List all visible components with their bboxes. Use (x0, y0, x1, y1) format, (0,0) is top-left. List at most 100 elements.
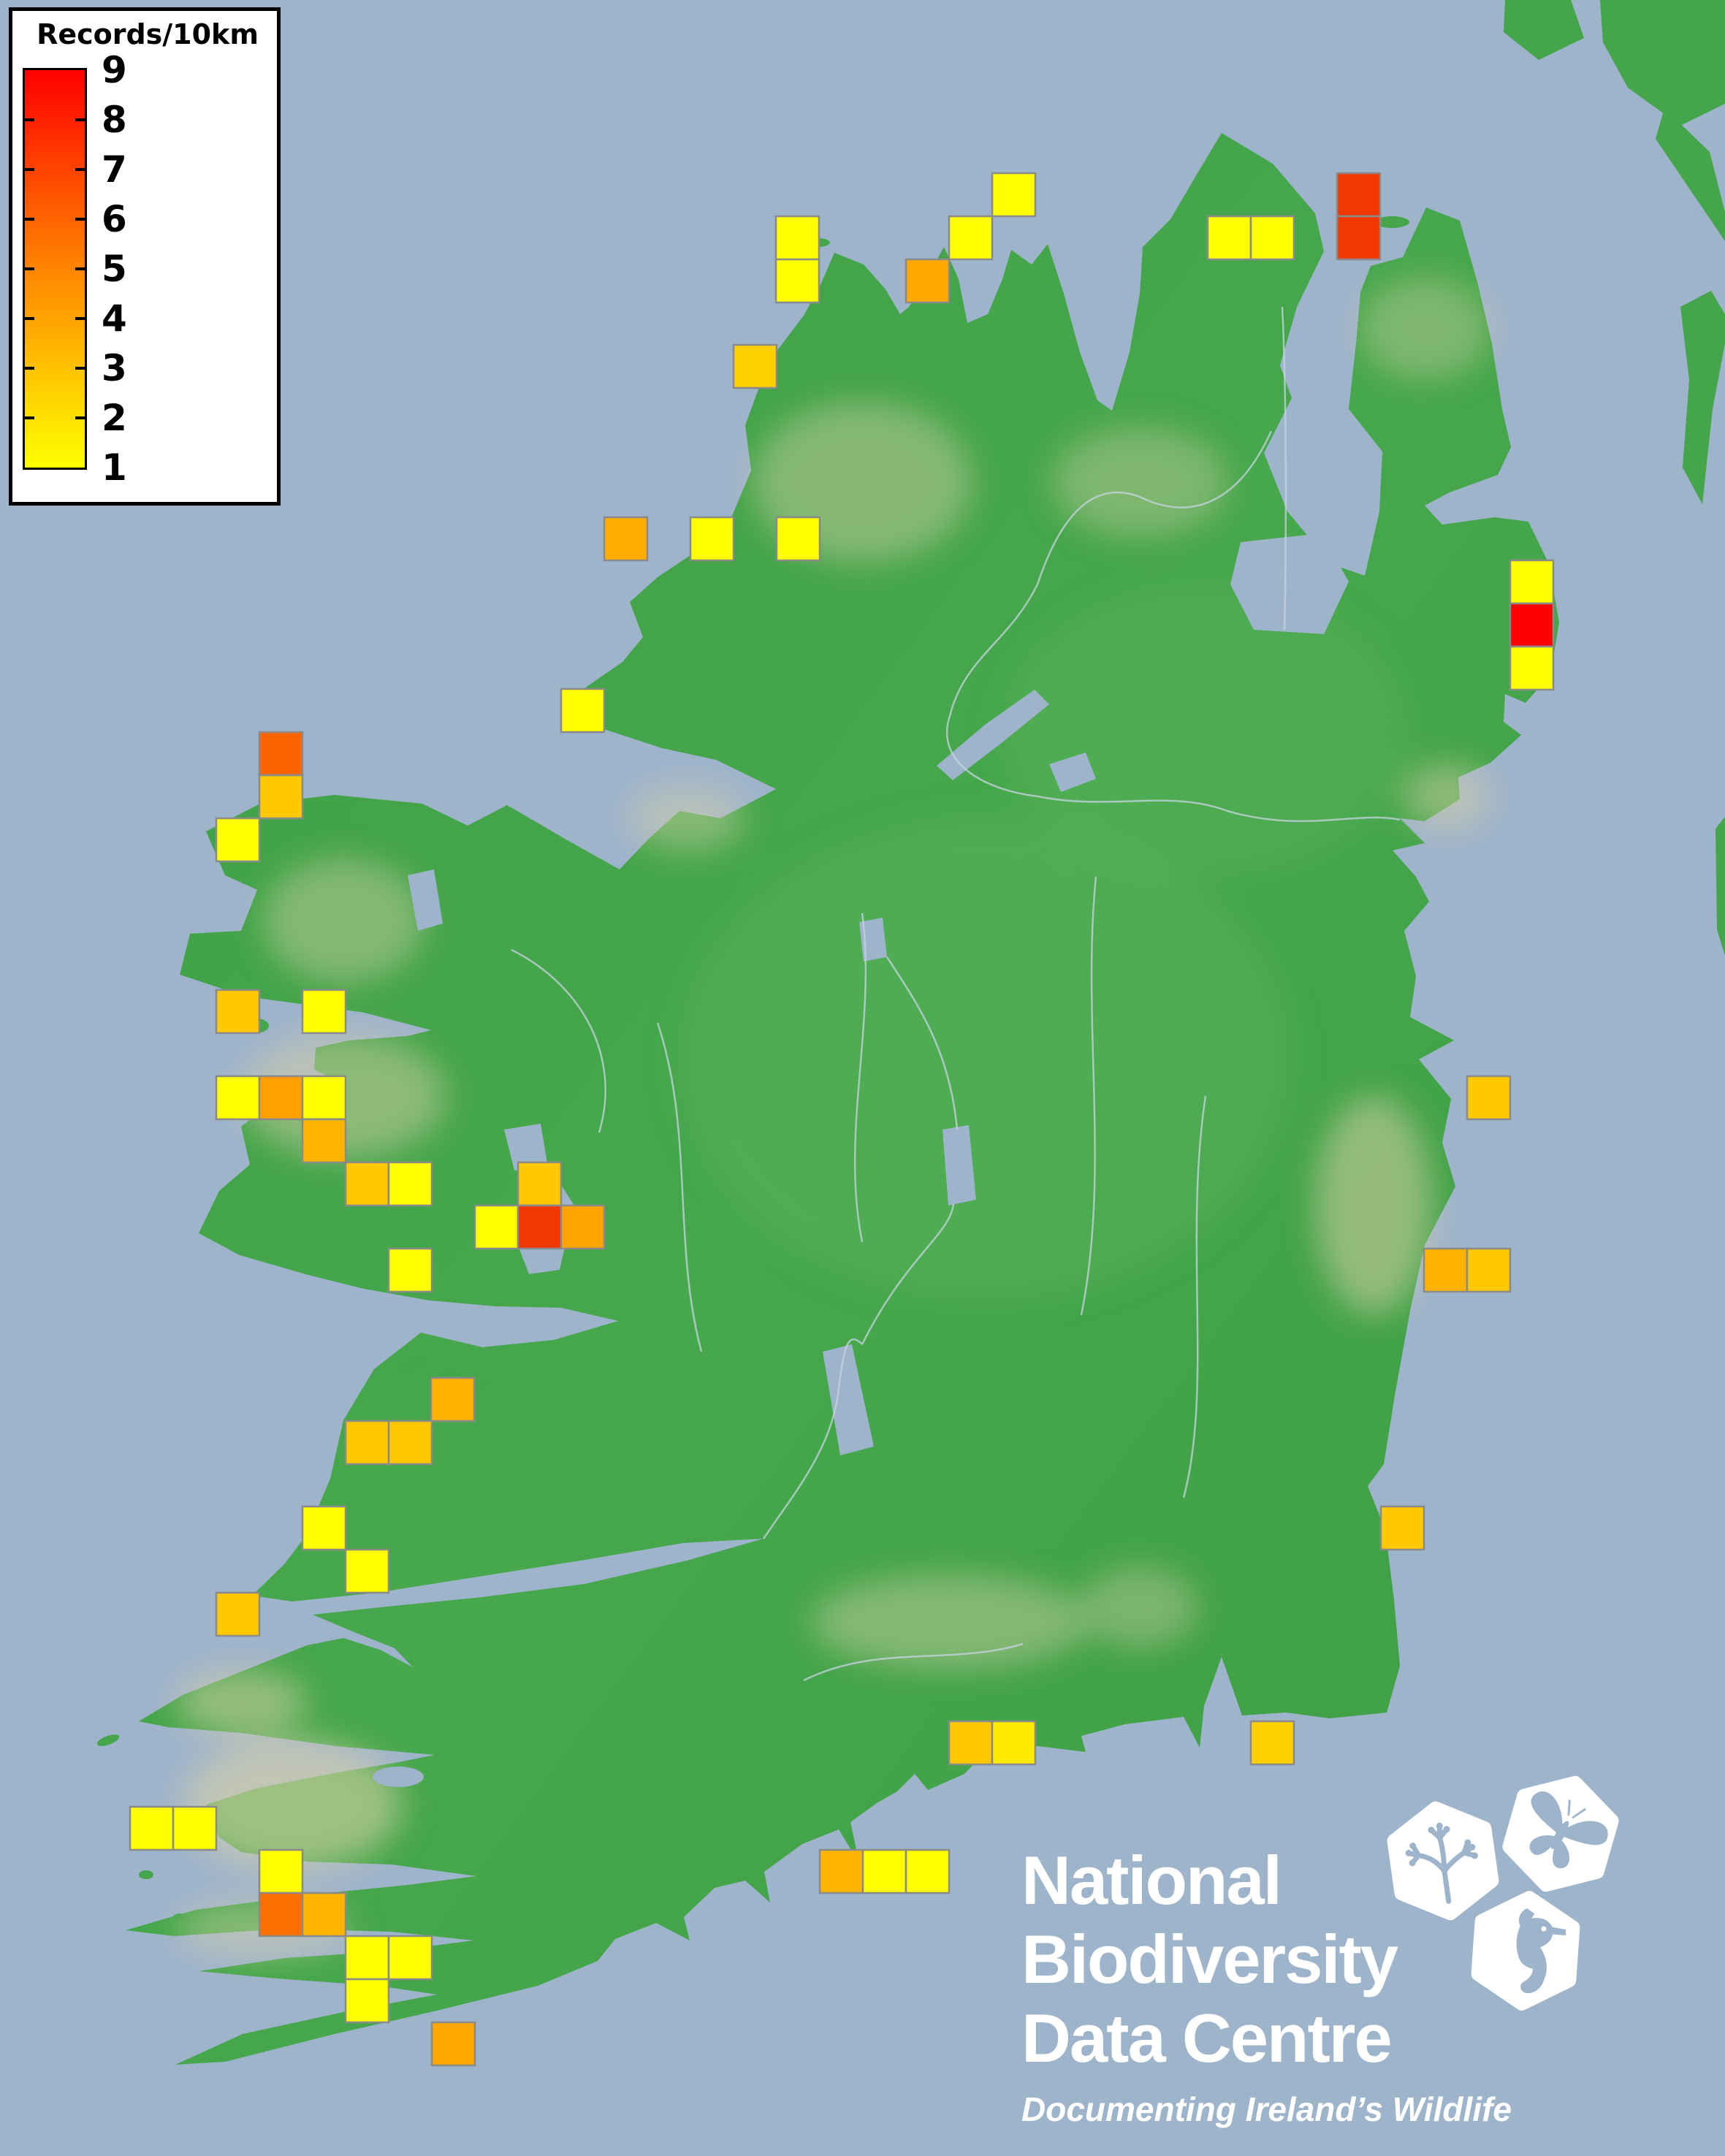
grid-cell[interactable] (344, 1420, 390, 1466)
grid-cell[interactable] (948, 215, 994, 261)
grid-cell[interactable] (215, 1591, 261, 1637)
grid-cell[interactable] (215, 817, 261, 863)
grid-cell[interactable] (301, 1892, 347, 1938)
legend-tick (75, 218, 87, 221)
grid-cell[interactable] (905, 258, 951, 304)
grid-cell[interactable] (301, 1075, 347, 1121)
legend-tick (23, 317, 34, 320)
legend-tick (75, 317, 87, 320)
nbdc-logo-hexagons (1387, 1775, 1619, 2011)
grid-cell[interactable] (603, 516, 649, 562)
grid-cell[interactable] (1466, 1075, 1512, 1121)
legend-value: 8 (102, 99, 127, 141)
legend-tick (75, 367, 87, 370)
logo-tagline: Documenting Ireland’s Wildlife (1021, 2090, 1512, 2128)
grid-cell[interactable] (861, 1848, 907, 1894)
grid-cell[interactable] (344, 1548, 390, 1594)
legend-value: 9 (102, 49, 127, 91)
grid-cell[interactable] (774, 258, 820, 304)
legend-tick (23, 416, 34, 419)
logo-line-3: Data Centre (1021, 2000, 1393, 2076)
logo-line-2: Biodiversity (1021, 1921, 1398, 1997)
grid-cell[interactable] (560, 1204, 606, 1250)
relief-shading (175, 278, 1490, 1958)
legend-color-scale (23, 68, 87, 470)
grid-cell[interactable] (344, 1978, 390, 2024)
nbdc-logo-text: National Biodiversity Data Centre Docume… (1021, 1841, 1512, 2129)
grid-cell[interactable] (1336, 172, 1382, 218)
lough-neagh (1230, 533, 1349, 634)
grid-cell[interactable] (387, 1420, 433, 1466)
grid-cell[interactable] (344, 1935, 390, 1981)
logo-line-1: National (1021, 1842, 1282, 1919)
seahorse-icon (1516, 1908, 1566, 1994)
legend-tick (23, 118, 34, 121)
legend-tick (75, 168, 87, 171)
records-grid (129, 172, 1555, 2067)
grid-cell[interactable] (775, 516, 821, 562)
grid-cell[interactable] (301, 1118, 347, 1164)
grid-cell[interactable] (430, 2021, 476, 2067)
grid-cell[interactable] (517, 1161, 563, 1207)
legend-tick (75, 118, 87, 121)
grid-cell[interactable] (1336, 215, 1382, 261)
grid-cell[interactable] (1466, 1247, 1512, 1293)
grid-cell[interactable] (258, 1848, 304, 1894)
grid-cell[interactable] (1379, 1505, 1425, 1551)
grid-cell[interactable] (387, 1247, 433, 1293)
grid-cell[interactable] (215, 989, 261, 1035)
lough-erne (937, 690, 1049, 780)
grid-cell[interactable] (774, 215, 820, 261)
grid-cell[interactable] (948, 1720, 994, 1766)
seahorse-hexagon (1471, 1891, 1580, 2011)
grid-cell[interactable] (1509, 602, 1555, 648)
grid-cell[interactable] (301, 1505, 347, 1551)
legend-tick (23, 168, 34, 171)
legend-tick (75, 267, 87, 270)
grid-cell[interactable] (172, 1805, 218, 1851)
grid-cell[interactable] (1423, 1247, 1469, 1293)
grid-cell[interactable] (258, 1075, 304, 1121)
grid-cell[interactable] (344, 1161, 390, 1207)
neighbour-coast-fragments (1504, 0, 1725, 956)
grid-cell[interactable] (1206, 215, 1252, 261)
butterfly-icon (1529, 1791, 1608, 1868)
tree-hexagon (1387, 1801, 1499, 1921)
grid-cell[interactable] (473, 1204, 519, 1250)
grid-cell[interactable] (258, 731, 304, 777)
grid-cell[interactable] (560, 687, 606, 734)
lough-mask (504, 1124, 548, 1170)
grid-cell[interactable] (1249, 1720, 1295, 1766)
legend-value-list: 9 8 7 6 5 4 3 2 1 (102, 52, 167, 486)
grid-cell[interactable] (905, 1848, 951, 1894)
grid-cell[interactable] (258, 774, 304, 820)
grid-cell[interactable] (387, 1161, 433, 1207)
grid-cell[interactable] (818, 1848, 864, 1894)
grid-cell[interactable] (991, 172, 1037, 218)
grid-cell[interactable] (301, 989, 347, 1035)
grid-cell[interactable] (215, 1075, 261, 1121)
legend-value: 6 (102, 198, 127, 240)
legend-value: 5 (102, 248, 127, 290)
grid-cell[interactable] (129, 1805, 175, 1851)
legend-tick (23, 367, 34, 370)
legend-panel: Records/10km 9 8 7 6 5 4 3 2 1 (9, 7, 281, 506)
legend-tick (75, 416, 87, 419)
river-and-boundary-lines (511, 306, 1401, 1682)
grid-cell[interactable] (387, 1935, 433, 1981)
grid-cell[interactable] (258, 1892, 304, 1938)
grid-cell[interactable] (1509, 645, 1555, 691)
legend-value: 7 (102, 148, 127, 191)
grid-cell[interactable] (430, 1376, 476, 1422)
grid-cell[interactable] (1509, 559, 1555, 605)
legend-title: Records/10km (37, 18, 259, 50)
tree-icon-buds (1405, 1822, 1478, 1867)
grid-cell[interactable] (1249, 215, 1295, 261)
lough-conn (408, 869, 443, 931)
grid-cell[interactable] (991, 1720, 1037, 1766)
grid-cell[interactable] (517, 1204, 563, 1250)
legend-value: 2 (102, 397, 127, 439)
grid-cell[interactable] (732, 343, 778, 389)
grid-cell[interactable] (689, 516, 735, 562)
